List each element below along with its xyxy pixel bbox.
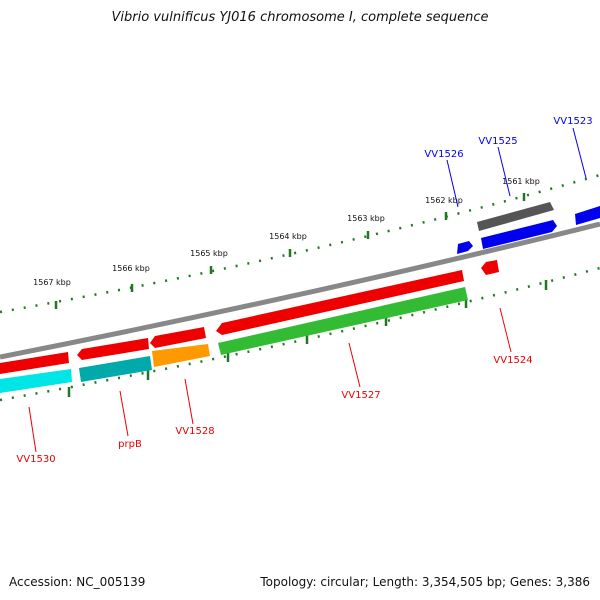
gene-label-vv1523[interactable]: VV1523 [553,116,592,127]
vv1528-leader [184,378,194,425]
gene-label-vv1530[interactable]: VV1530 [16,454,55,465]
accession-text: Accession: NC_005139 [9,575,146,589]
scale-label: 1564 kbp [269,232,307,241]
feature-prpb[interactable] [77,338,149,360]
reverse-feature-track-1 [0,260,499,374]
feature-vv1527[interactable] [216,270,464,335]
gene-label-vv1524[interactable]: VV1524 [493,355,532,366]
gene-label-vv1525[interactable]: VV1525 [478,136,517,147]
chromosome-backbone [0,221,600,360]
feature-vv1525[interactable] [481,220,557,249]
gene-label-vv1526[interactable]: VV1526 [424,149,463,160]
vv1530-leader [28,406,37,453]
feature-vv1530[interactable] [0,352,69,374]
inner-major-ticks [67,280,548,397]
feature-orange[interactable] [152,344,210,367]
feature-teal[interactable] [79,356,152,382]
scale-label: 1566 kbp [112,264,150,273]
map-title: Vibrio vulnificus YJ016 chromosome I, co… [111,10,489,25]
vv1523-leader [572,127,587,179]
scale-label: 1567 kbp [33,278,71,287]
gene-label-vv1528[interactable]: VV1528 [175,426,214,437]
feature-vv1524[interactable] [481,260,499,275]
reverse-feature-track-2 [0,287,468,393]
vv1524-leader [499,307,512,353]
outer-major-ticks [54,193,526,309]
gene-label-vv1527[interactable]: VV1527 [341,390,380,401]
topology-stats-text: Topology: circular; Length: 3,354,505 bp… [260,575,590,589]
vv1527-leader [348,342,361,388]
gene-label-prpb[interactable]: prpB [118,439,142,450]
feature-vv1526[interactable] [457,241,473,254]
feature-vv1528[interactable] [150,327,206,348]
feature-cyan[interactable] [0,369,72,393]
feature-vv1523[interactable] [575,206,600,225]
vv1525-leader [497,146,511,197]
vv1526-leader [446,159,459,208]
feature-gray[interactable] [477,202,554,231]
prpb-leader [119,390,129,437]
forward-feature-track [457,202,600,254]
scale-label: 1565 kbp [190,249,228,258]
feature-green[interactable] [218,287,468,355]
scale-label: 1561 kbp [502,177,540,186]
scale-label: 1562 kbp [425,196,463,205]
scale-label: 1563 kbp [347,214,385,223]
